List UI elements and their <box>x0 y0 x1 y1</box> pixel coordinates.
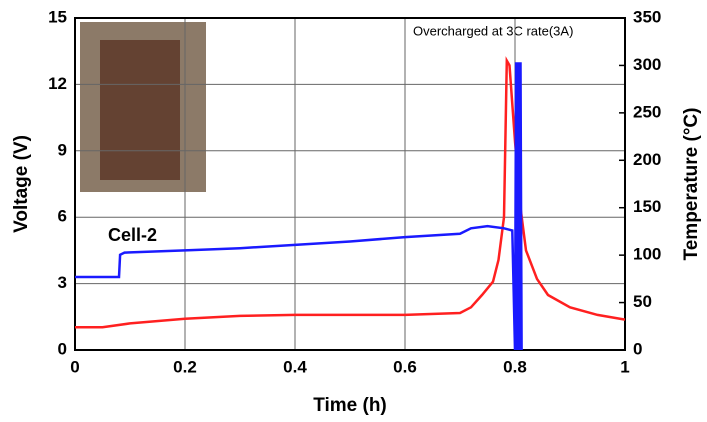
x-tick-label: 0.6 <box>393 357 417 376</box>
y2-tick-label: 350 <box>633 7 661 26</box>
annotation: Overcharged at 3C rate(3A) <box>413 23 573 38</box>
y2-tick-label: 100 <box>633 245 661 264</box>
y-tick-label: 6 <box>58 207 67 226</box>
y-tick-label: 0 <box>58 339 67 358</box>
x-tick-label: 0.8 <box>503 357 527 376</box>
y-tick-label: 15 <box>48 7 67 26</box>
x-tick-label: 0.2 <box>173 357 197 376</box>
x-axis-title: Time (h) <box>313 395 387 416</box>
y2-axis-title: Temperature (°C) <box>681 108 702 261</box>
y2-tick-label: 0 <box>633 339 642 358</box>
x-tick-label: 0.4 <box>283 357 307 376</box>
y2-tick-label: 300 <box>633 55 661 74</box>
y2-tick-label: 200 <box>633 150 661 169</box>
annotation: Cell-2 <box>108 225 157 245</box>
x-tick-label: 0 <box>70 357 79 376</box>
y-axis-title: Voltage (V) <box>11 135 32 233</box>
series-line <box>75 62 523 351</box>
y-tick-label: 3 <box>58 273 67 292</box>
x-tick-label: 1 <box>620 357 629 376</box>
y-tick-label: 12 <box>48 74 67 93</box>
series-line <box>75 56 626 329</box>
y-tick-label: 9 <box>58 140 67 159</box>
y2-tick-label: 250 <box>633 102 661 121</box>
y2-tick-label: 50 <box>633 292 652 311</box>
plot-frame <box>74 17 626 351</box>
inset-photo-object <box>100 40 180 180</box>
y2-tick-label: 150 <box>633 197 661 216</box>
